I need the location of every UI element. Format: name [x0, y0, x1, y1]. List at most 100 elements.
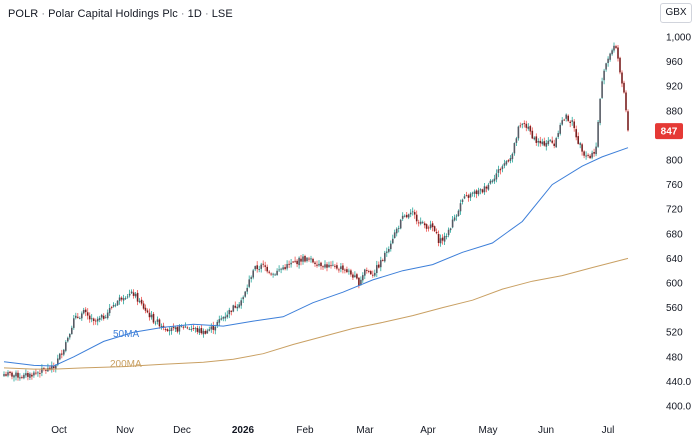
candle-body [623, 82, 625, 93]
candle-body [443, 235, 446, 242]
currency-button[interactable]: GBX [660, 3, 692, 23]
candle-body [340, 266, 342, 269]
candle-body [388, 249, 390, 252]
candle-body [196, 328, 199, 332]
candle-body [132, 292, 135, 296]
candle-body [210, 326, 213, 330]
candle-body [324, 264, 326, 268]
candle-body [262, 263, 264, 265]
candle-body [118, 297, 121, 301]
x-tick-label: Feb [296, 425, 314, 436]
candle-body [15, 372, 17, 377]
candle-body [382, 260, 384, 261]
candle-body [549, 140, 551, 141]
candle-body [457, 210, 460, 216]
candle-body [563, 119, 565, 121]
last-price-badge [655, 123, 683, 140]
candle-body [613, 45, 615, 51]
y-tick-label: 560 [666, 303, 683, 314]
candle-body [374, 272, 376, 276]
ma50-label: 50MA [113, 329, 139, 340]
candle-body [501, 166, 504, 169]
y-tick-label: 600 [666, 279, 683, 290]
candle-body [51, 365, 53, 370]
candle-body [533, 137, 536, 140]
candle-body [142, 303, 145, 309]
candle-body [390, 243, 392, 250]
candle-body [505, 161, 508, 165]
candle-body [485, 186, 488, 189]
candle-body [429, 224, 432, 229]
candle-body [108, 308, 111, 314]
candle-body [559, 124, 561, 134]
candle-body [378, 264, 380, 268]
ma200-series [3, 257, 629, 370]
candle-body [172, 326, 175, 328]
candle-body [102, 315, 105, 319]
candle-body [234, 305, 237, 308]
candle-body [270, 273, 272, 275]
candle-body [242, 297, 244, 300]
candle-body [491, 180, 494, 182]
candle-body [220, 318, 223, 320]
candle-body [226, 314, 229, 318]
candle-body [202, 330, 205, 335]
candle-body [445, 236, 448, 237]
candle-body [427, 227, 430, 229]
candle-body [90, 318, 93, 320]
ma200-line [3, 257, 629, 370]
candle-body [314, 262, 316, 264]
candle-body [208, 329, 211, 331]
candle-body [37, 372, 39, 374]
candle-body [447, 229, 450, 236]
candle-body [336, 265, 338, 269]
candle-body [308, 258, 310, 260]
y-tick-label: 640 [666, 254, 683, 265]
candle-body [437, 234, 440, 243]
candle-body [75, 315, 77, 318]
x-tick-label: 2026 [232, 425, 255, 436]
candle-body [585, 155, 587, 157]
candle-body [130, 291, 133, 294]
candle-body [304, 256, 306, 262]
candle-body [386, 251, 388, 253]
candle-body [316, 264, 318, 266]
y-tick-label: 400.0 [666, 402, 691, 413]
candle-body [547, 140, 550, 145]
candle-body [571, 120, 573, 122]
candle-body [186, 327, 189, 329]
candle-body [300, 258, 302, 262]
candle-body [511, 153, 514, 160]
candle-body [380, 260, 382, 268]
candle-body [553, 143, 555, 146]
candle-body [469, 193, 472, 198]
candle-body [459, 203, 462, 212]
candle-body [280, 268, 282, 270]
candle-body [441, 237, 444, 241]
candle-body [136, 292, 139, 302]
candle-body [328, 264, 330, 267]
candle-body [567, 115, 569, 121]
candle-body [483, 186, 486, 193]
symbol-label: POLR [8, 8, 39, 20]
candle-body [274, 274, 276, 276]
candle-body [589, 155, 591, 159]
candle-body [306, 257, 308, 262]
candle-body [292, 261, 294, 263]
candle-body [86, 312, 89, 316]
candle-body [555, 138, 557, 148]
candle-body [543, 141, 546, 146]
candle-body [134, 293, 137, 297]
y-tick-label: 440.0 [666, 377, 691, 388]
candle-body [625, 92, 627, 111]
candle-body [541, 141, 544, 145]
candle-body [489, 180, 492, 184]
candle-body [475, 190, 478, 194]
candle-body [71, 327, 73, 335]
candle-body [539, 140, 542, 144]
candle-body [290, 262, 292, 265]
candle-body [214, 326, 217, 331]
candle-body [55, 365, 57, 370]
candle-body [114, 304, 117, 306]
